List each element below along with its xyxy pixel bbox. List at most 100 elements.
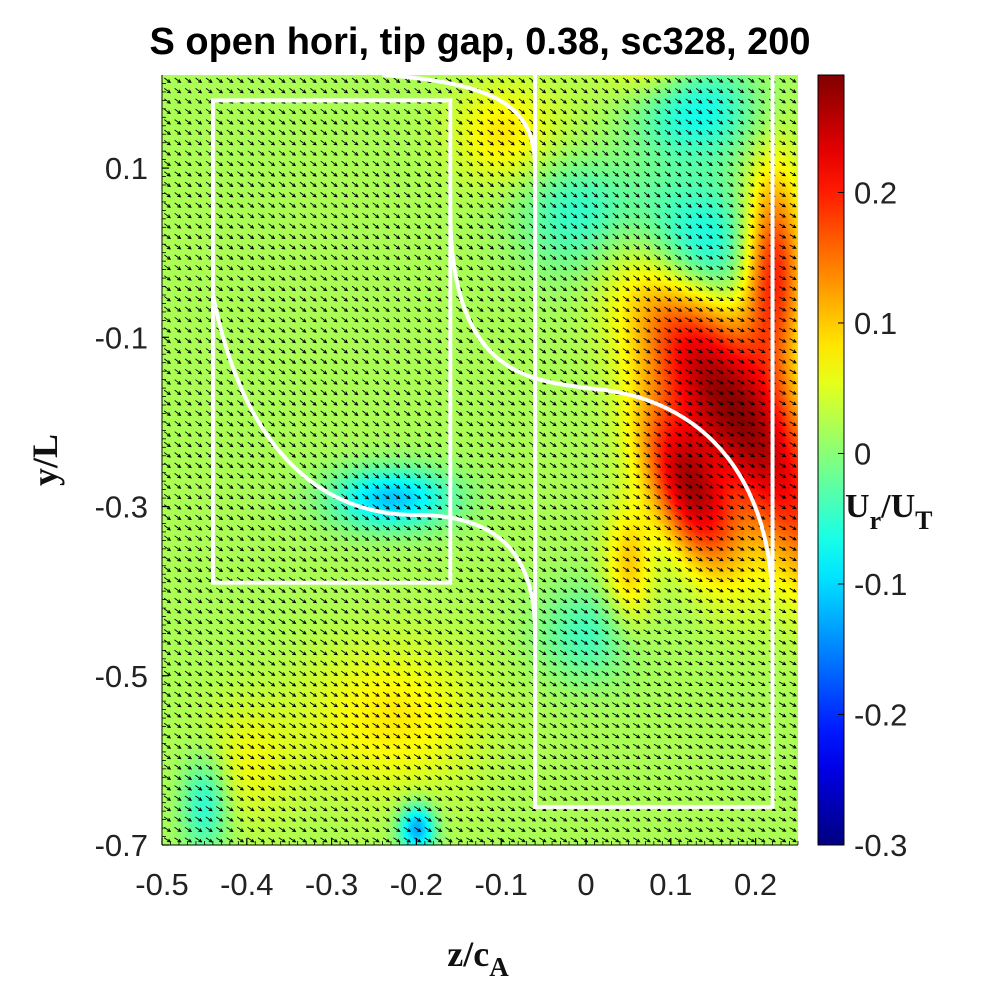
velocity-arrow xyxy=(383,244,390,250)
velocity-arrow xyxy=(195,472,203,479)
velocity-arrow xyxy=(226,389,234,396)
velocity-arrow xyxy=(237,275,244,281)
velocity-arrow xyxy=(351,316,359,323)
velocity-arrow xyxy=(215,712,224,718)
velocity-arrow xyxy=(330,337,338,344)
velocity-arrow xyxy=(341,108,349,115)
velocity-arrow xyxy=(174,597,182,604)
velocity-arrow xyxy=(247,597,255,604)
velocity-arrow xyxy=(289,389,296,396)
velocity-arrow xyxy=(215,743,224,749)
velocity-arrow xyxy=(163,649,172,656)
velocity-arrow xyxy=(184,525,192,531)
velocity-arrow xyxy=(309,493,317,500)
velocity-arrow xyxy=(174,722,182,729)
velocity-arrow xyxy=(278,514,286,521)
velocity-arrow xyxy=(205,660,213,666)
velocity-arrow xyxy=(247,368,255,375)
velocity-arrow xyxy=(257,556,265,562)
velocity-arrow xyxy=(351,514,359,521)
velocity-arrow xyxy=(341,462,349,469)
velocity-arrow xyxy=(184,649,193,656)
velocity-arrow xyxy=(195,88,203,94)
velocity-arrow xyxy=(164,181,171,188)
velocity-arrow xyxy=(216,472,224,479)
velocity-arrow xyxy=(320,764,328,770)
velocity-arrow xyxy=(299,795,307,801)
velocity-arrow xyxy=(341,618,349,625)
velocity-arrow xyxy=(163,639,172,645)
velocity-arrow xyxy=(330,608,338,614)
velocity-arrow xyxy=(268,514,276,521)
velocity-arrow xyxy=(164,88,171,94)
velocity-arrow xyxy=(184,223,192,229)
velocity-arrow xyxy=(299,358,307,364)
velocity-arrow xyxy=(216,171,224,177)
velocity-arrow xyxy=(236,837,245,843)
velocity-arrow xyxy=(278,618,286,625)
velocity-arrow xyxy=(195,337,203,344)
velocity-arrow xyxy=(278,108,286,115)
velocity-arrow xyxy=(341,837,349,843)
velocity-arrow xyxy=(320,629,328,635)
velocity-arrow xyxy=(164,337,171,344)
velocity-arrow xyxy=(257,192,265,198)
velocity-arrow xyxy=(341,566,349,573)
velocity-arrow xyxy=(236,712,245,718)
velocity-arrow xyxy=(216,129,224,135)
velocity-arrow xyxy=(372,681,380,687)
velocity-arrow xyxy=(184,556,192,562)
velocity-arrow xyxy=(184,608,192,614)
velocity-arrow xyxy=(351,77,359,83)
velocity-arrow xyxy=(257,285,265,292)
velocity-arrow xyxy=(247,296,255,302)
velocity-arrow xyxy=(382,660,391,666)
velocity-arrow xyxy=(268,77,276,83)
velocity-arrow xyxy=(247,483,255,489)
velocity-arrow xyxy=(226,212,234,219)
velocity-arrow xyxy=(216,441,224,448)
velocity-arrow xyxy=(289,400,296,406)
velocity-arrow xyxy=(289,160,296,167)
velocity-arrow xyxy=(310,88,317,94)
velocity-arrow xyxy=(341,816,349,822)
velocity-arrow xyxy=(163,525,171,531)
velocity-arrow xyxy=(362,420,369,427)
velocity-arrow xyxy=(383,368,390,375)
velocity-arrow xyxy=(163,452,171,458)
velocity-arrow xyxy=(268,681,276,687)
velocity-arrow xyxy=(268,275,276,281)
velocity-arrow xyxy=(278,275,286,281)
velocity-arrow xyxy=(247,160,255,167)
velocity-arrow xyxy=(247,826,255,833)
velocity-arrow xyxy=(184,816,193,822)
velocity-arrow xyxy=(341,368,349,375)
velocity-arrow xyxy=(247,608,255,614)
velocity-arrow xyxy=(362,264,369,271)
velocity-arrow xyxy=(184,441,192,448)
velocity-arrow xyxy=(320,691,328,697)
velocity-arrow xyxy=(278,545,286,552)
velocity-arrow xyxy=(268,462,276,469)
velocity-arrow xyxy=(174,535,182,541)
velocity-arrow xyxy=(320,264,328,271)
velocity-arrow xyxy=(372,472,380,479)
velocity-arrow xyxy=(299,150,307,156)
velocity-arrow xyxy=(289,275,296,281)
velocity-arrow xyxy=(226,514,234,521)
velocity-arrow xyxy=(174,587,182,593)
y-axis-label: y/L xyxy=(25,434,65,486)
velocity-arrow xyxy=(309,826,318,833)
velocity-arrow xyxy=(195,108,203,115)
velocity-arrow xyxy=(288,785,297,791)
velocity-arrow xyxy=(310,410,317,417)
velocity-arrow xyxy=(236,816,245,822)
velocity-arrow xyxy=(184,806,193,812)
velocity-arrow xyxy=(278,670,286,677)
velocity-arrow xyxy=(226,233,234,240)
velocity-arrow xyxy=(320,504,328,510)
velocity-arrow xyxy=(299,785,307,791)
velocity-arrow xyxy=(330,816,338,822)
velocity-arrow xyxy=(351,306,359,312)
velocity-arrow xyxy=(309,722,318,729)
